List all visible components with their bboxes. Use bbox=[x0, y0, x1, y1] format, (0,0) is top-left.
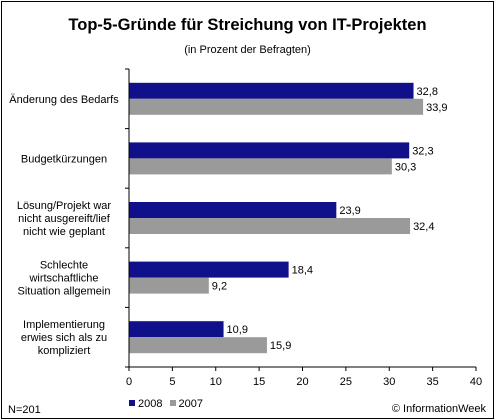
bar-2008-3 bbox=[129, 202, 337, 218]
category-label: Budgetkürzungen bbox=[21, 153, 107, 165]
bar-value-label: 23,9 bbox=[339, 205, 360, 217]
bar-2008-2 bbox=[129, 142, 410, 159]
legend-entry-2007: 2007 bbox=[169, 398, 204, 410]
category-label-line: kompliziert bbox=[38, 345, 91, 357]
category-label-line: Implementierung bbox=[23, 319, 105, 331]
category-label-line: Lösung/Projekt war bbox=[17, 200, 111, 212]
bar-2007-2 bbox=[129, 158, 392, 175]
legend-swatch-2008 bbox=[129, 400, 135, 406]
category-label-line: Situation allgemein bbox=[18, 286, 111, 298]
bar-value-label: 33,9 bbox=[426, 102, 447, 114]
x-tick-label: 25 bbox=[340, 376, 352, 388]
category-label-line: Budgetkürzungen bbox=[21, 153, 107, 165]
category-label: Implementierung erwies sich als zu kompliz… bbox=[21, 319, 107, 357]
sample-size: N=201 bbox=[8, 404, 41, 416]
category-label-line: nicht wie geplant bbox=[23, 226, 105, 238]
bar-value-label: 32,8 bbox=[417, 86, 438, 98]
category-label: Änderung des Bedarfs bbox=[9, 94, 119, 106]
bar-2008-5 bbox=[129, 321, 224, 338]
category-label-line: nicht ausgereift/lief bbox=[18, 213, 111, 225]
category-label-line: Änderung des Bedarfs bbox=[9, 94, 119, 106]
bar-value-label: 9,2 bbox=[212, 281, 227, 293]
chart-subtitle: (in Prozent der Befragten) bbox=[184, 44, 311, 56]
x-tick-label: 20 bbox=[296, 376, 308, 388]
category-label-line: Schlechte bbox=[40, 260, 88, 272]
x-tick-label: 10 bbox=[210, 376, 222, 388]
category-label-line: wirtschaftliche bbox=[28, 273, 98, 285]
legend-label-2008: 2008 bbox=[138, 398, 163, 410]
category-label: Schlechte wirtschaftliche Situation allgem… bbox=[18, 260, 111, 298]
bar-2008-4 bbox=[129, 261, 289, 278]
legend: 2008 2007 bbox=[129, 398, 207, 410]
bar-2007-1 bbox=[129, 98, 424, 115]
bar-value-label: 32,3 bbox=[412, 145, 433, 157]
legend-label-2007: 2007 bbox=[178, 398, 204, 410]
category-label: Lösung/Projekt war nicht ausgereift/lief n… bbox=[17, 200, 111, 238]
bar-value-label: 15,9 bbox=[270, 340, 291, 352]
bar-value-label: 18,4 bbox=[292, 265, 313, 277]
source-credit: © InformationWeek bbox=[391, 403, 486, 415]
x-tick-label: 30 bbox=[383, 376, 395, 388]
bar-2008-1 bbox=[129, 82, 414, 99]
chart-title: Top-5-Gründe für Streichung von IT-Proje… bbox=[68, 16, 427, 34]
legend-entry-2008: 2008 bbox=[129, 398, 162, 410]
x-tick-label: 40 bbox=[470, 376, 482, 388]
bar-2007-5 bbox=[129, 337, 267, 354]
x-tick-label: 15 bbox=[253, 376, 265, 388]
bar-2007-4 bbox=[129, 277, 209, 294]
legend-swatch-2007 bbox=[169, 400, 176, 406]
bar-value-label: 32,4 bbox=[413, 221, 434, 233]
x-tick-label: 35 bbox=[427, 376, 439, 388]
x-tick-label: 5 bbox=[169, 376, 175, 388]
bar-value-label: 30,3 bbox=[395, 161, 416, 173]
category-label-line: erwies sich als zu bbox=[21, 332, 107, 344]
bar-2007-3 bbox=[129, 218, 411, 234]
bar-value-label: 10,9 bbox=[227, 324, 248, 336]
x-tick-label: 0 bbox=[126, 376, 132, 388]
